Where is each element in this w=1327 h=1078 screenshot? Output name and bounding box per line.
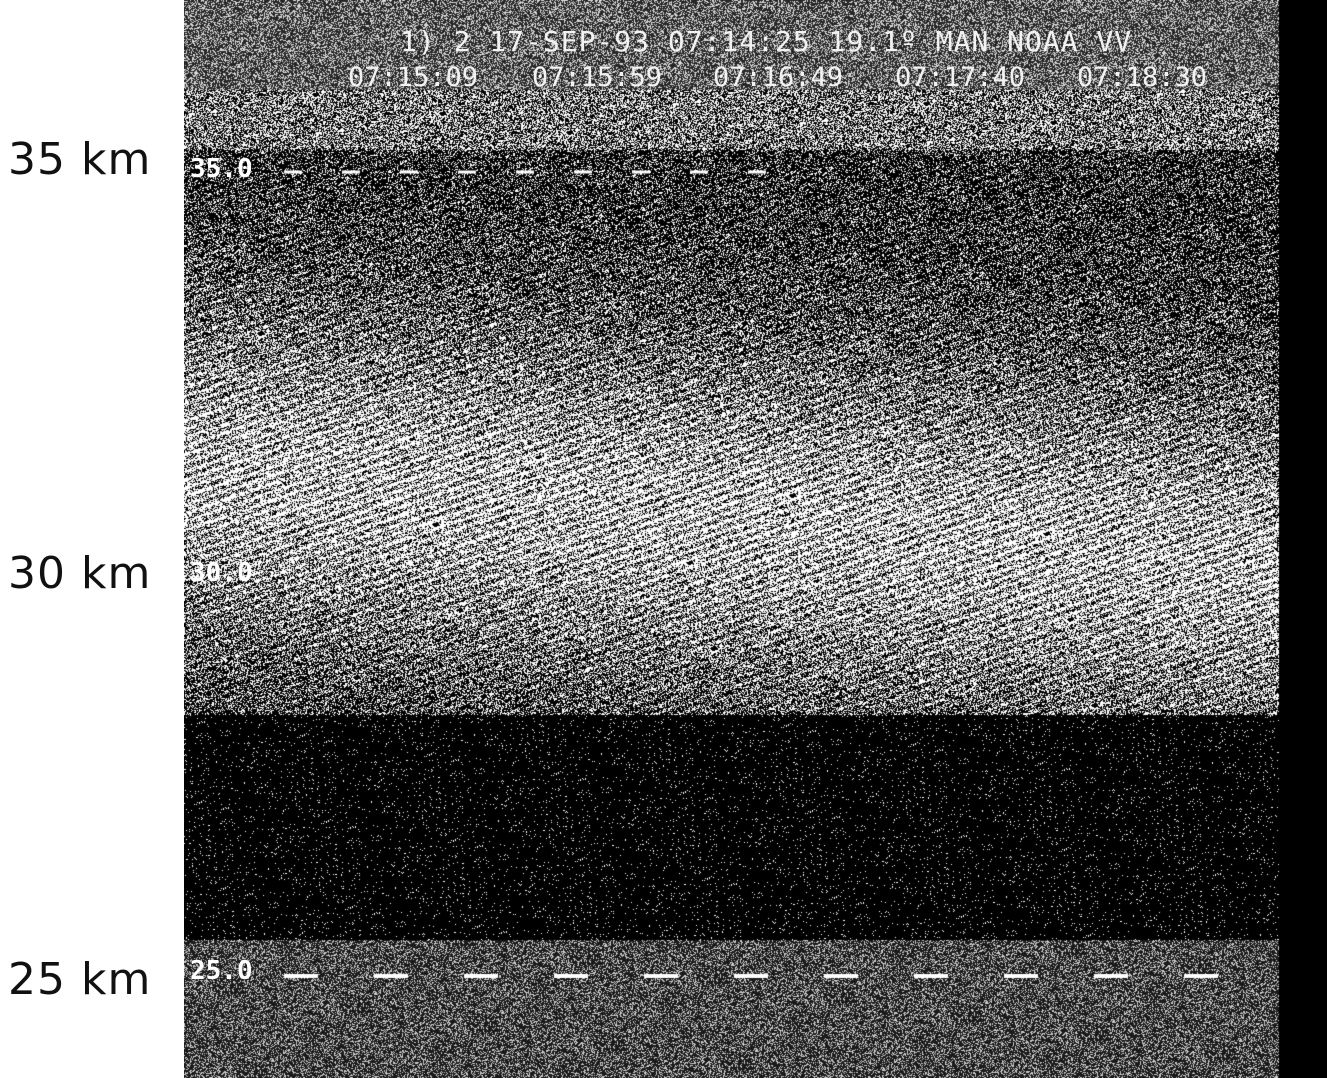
time-tick-3: 07:16:49: [713, 62, 844, 93]
time-tick-2: 07:15:59: [532, 62, 663, 93]
altitude-label-30: 30 km: [8, 548, 152, 599]
time-tick-1: 07:15:09: [348, 62, 479, 93]
radar-image: [184, 0, 1327, 1078]
axis-mark-30: 30.0: [190, 558, 253, 588]
altitude-label-35: 35 km: [8, 134, 152, 185]
time-tick-4: 07:17:40: [895, 62, 1026, 93]
altitude-label-25: 25 km: [8, 954, 152, 1005]
time-tick-5: 07:18:30: [1077, 62, 1208, 93]
axis-mark-35: 35.0: [190, 154, 253, 184]
header-title: 1) 2 17-SEP-93 07:14:25 19.1º MAN NOAA V…: [400, 25, 1133, 58]
axis-mark-25: 25.0: [190, 956, 253, 986]
